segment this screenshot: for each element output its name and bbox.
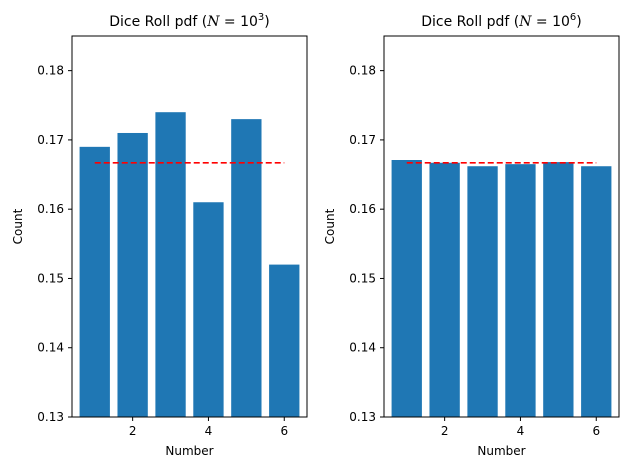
bar-5	[543, 162, 574, 417]
bar-1	[79, 146, 110, 417]
x-axis-label: Number	[165, 444, 213, 458]
bar-6	[269, 264, 300, 417]
bar-2	[429, 162, 460, 417]
x-tick-label: 4	[517, 424, 525, 438]
x-axis-label: Number	[477, 444, 525, 458]
chart-title: Dice Roll pdf (N = 103)	[109, 12, 270, 30]
y-tick-label: 0.15	[37, 271, 64, 285]
axes-frame	[71, 35, 308, 418]
x-tick-label: 6	[280, 424, 288, 438]
y-tick-label: 0.13	[37, 410, 64, 424]
y-tick-label: 0.14	[349, 341, 376, 355]
chart-panel-2: 2 4 6 0.13 0.14 0.15 0.16 0.17 0.18 Number Count Di…	[323, 12, 620, 458]
bar-3	[467, 166, 498, 417]
y-tick-label: 0.14	[37, 341, 64, 355]
y-axis-label: Count	[11, 208, 25, 244]
bar-4	[193, 202, 224, 417]
bar-5	[231, 119, 262, 417]
axes-frame	[383, 35, 620, 418]
bar-3	[155, 112, 186, 417]
bar-6	[581, 166, 612, 417]
bar-1	[391, 160, 422, 417]
y-tick-label: 0.13	[349, 410, 376, 424]
x-tick-label: 6	[592, 424, 600, 438]
y-tick-label: 0.17	[37, 133, 64, 147]
x-tick-label: 2	[129, 424, 137, 438]
chart-title: Dice Roll pdf (N = 106)	[421, 12, 582, 30]
y-tick-label: 0.18	[37, 64, 64, 78]
x-tick-label: 2	[441, 424, 449, 438]
y-axis-label: Count	[323, 208, 337, 244]
y-tick-label: 0.18	[349, 64, 376, 78]
y-tick-label: 0.16	[37, 202, 64, 216]
y-tick-label: 0.15	[349, 271, 376, 285]
bar-4	[505, 164, 536, 417]
y-tick-label: 0.17	[349, 133, 376, 147]
y-tick-label: 0.16	[349, 202, 376, 216]
chart-panel-1: 2 4 6 0.13 0.14 0.15 0.16 0.17 0.18 Number Count Di…	[11, 12, 308, 458]
x-tick-label: 4	[205, 424, 213, 438]
bar-2	[117, 132, 148, 418]
